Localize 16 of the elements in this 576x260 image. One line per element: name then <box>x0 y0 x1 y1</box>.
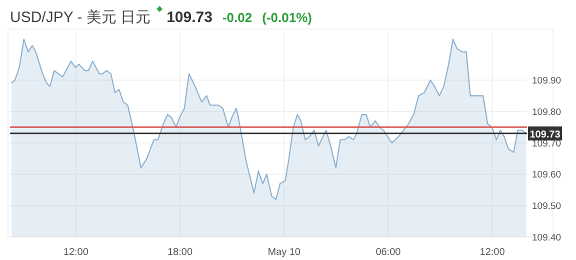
y-tick-label: 109.60 <box>532 170 562 181</box>
x-tick-label: 06:00 <box>376 247 402 258</box>
text: -0.02 <box>222 10 252 25</box>
text: 109.73 <box>166 9 212 26</box>
y-tick-label: 109.50 <box>532 201 562 212</box>
chart-title: USD/JPY - 美元 日元 <box>10 9 151 26</box>
x-tick-label: 18:00 <box>168 247 193 258</box>
x-tick-label: 12:00 <box>480 247 506 258</box>
y-tick-label: 109.40 <box>532 232 562 244</box>
text: (-0.01%) <box>262 10 312 25</box>
y-tick-label: 109.70 <box>532 138 562 150</box>
y-tick-label: 109.90 <box>532 76 562 87</box>
x-tick-label: 12:00 <box>63 247 89 258</box>
x-tick-label: May 10 <box>268 247 301 258</box>
ref-line-label: 109.73 <box>530 129 561 140</box>
y-tick-label: 109.80 <box>532 106 562 118</box>
